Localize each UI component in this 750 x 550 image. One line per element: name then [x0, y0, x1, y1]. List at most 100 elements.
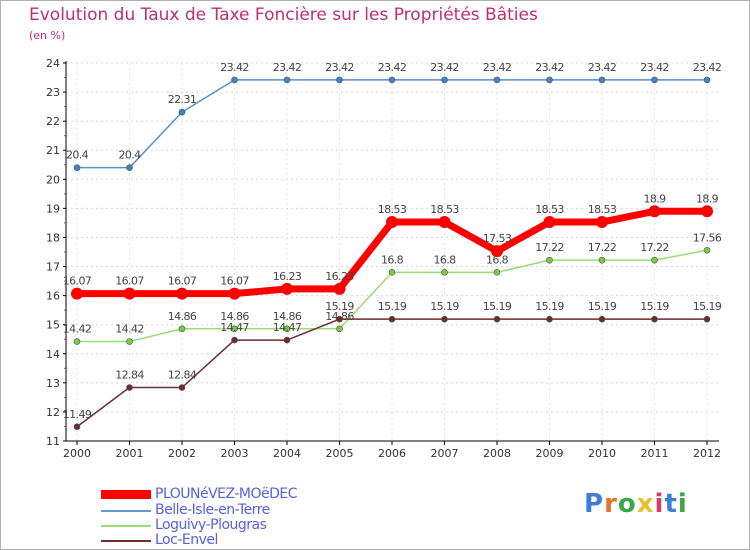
- x-tick-label: 2010: [588, 447, 616, 460]
- data-point: [283, 325, 291, 333]
- data-point: [441, 76, 448, 84]
- logo-letter: t: [664, 489, 678, 519]
- logo-letter: P: [584, 489, 605, 519]
- data-label: 23.42: [430, 61, 459, 74]
- data-point: [651, 315, 658, 323]
- data-label: 16.07: [115, 275, 144, 288]
- data-label: 18.9: [643, 192, 666, 205]
- logo-letter: i: [677, 489, 688, 519]
- y-tick-label: 22: [46, 115, 60, 128]
- data-label: 16.8: [381, 253, 404, 266]
- data-label: 15.19: [483, 300, 512, 313]
- data-label: 14.86: [220, 310, 249, 323]
- x-tick-label: 2011: [641, 447, 669, 460]
- data-label: 12.84: [115, 368, 144, 381]
- y-tick-label: 17: [46, 261, 60, 274]
- legend-swatch: [101, 525, 151, 527]
- data-label: 17.56: [693, 231, 722, 244]
- data-label: 18.53: [378, 203, 407, 216]
- x-tick-label: 2000: [63, 447, 91, 460]
- legend-swatch: [101, 510, 151, 512]
- logo-letter: r: [604, 489, 618, 519]
- logo-letter: x: [636, 489, 655, 519]
- data-point: [228, 287, 241, 300]
- data-point: [598, 256, 606, 264]
- data-label: 14.86: [273, 310, 302, 323]
- data-label: 16.07: [220, 275, 249, 288]
- data-point: [231, 336, 238, 344]
- y-tick-label: 13: [46, 377, 60, 390]
- data-point: [231, 325, 238, 333]
- data-point: [438, 216, 451, 229]
- data-label: 23.42: [640, 61, 669, 74]
- data-label: 15.19: [640, 300, 669, 313]
- data-label: 17.22: [535, 241, 564, 254]
- data-label: 14.42: [115, 323, 144, 336]
- x-tick-label: 2008: [483, 447, 511, 460]
- data-point: [493, 269, 501, 276]
- x-tick-label: 2007: [431, 447, 459, 460]
- x-tick-label: 2005: [326, 447, 354, 460]
- x-tick-label: 2002: [168, 447, 196, 460]
- data-point: [388, 269, 396, 276]
- x-tick-label: 2001: [116, 447, 144, 460]
- data-point: [336, 315, 343, 323]
- data-point: [176, 287, 188, 300]
- legend-label: Loc-Envel: [155, 532, 218, 548]
- legend-swatch: [101, 490, 151, 499]
- data-label: 20.4: [118, 149, 141, 162]
- data-label: 17.22: [588, 241, 617, 254]
- data-point: [596, 216, 608, 229]
- y-tick-label: 12: [46, 406, 60, 419]
- data-point: [126, 384, 133, 391]
- y-tick-label: 19: [46, 202, 60, 215]
- data-point: [546, 76, 553, 84]
- data-point: [73, 338, 81, 345]
- legend-label: PLOUNéVEZ-MOëDEC: [155, 486, 298, 502]
- data-label: 20.4: [66, 149, 89, 162]
- data-point: [598, 315, 606, 323]
- data-label: 17.53: [483, 232, 512, 245]
- proxiti-logo: Proxiti: [584, 489, 688, 519]
- data-point: [336, 325, 343, 333]
- data-label: 15.19: [325, 300, 354, 313]
- y-tick-label: 14: [46, 348, 60, 361]
- data-point: [281, 282, 293, 295]
- data-point: [703, 246, 711, 254]
- data-point: [546, 315, 553, 323]
- data-label: 15.19: [430, 300, 459, 313]
- data-label: 15.19: [693, 300, 722, 313]
- y-tick-label: 18: [46, 231, 60, 244]
- data-point: [283, 76, 291, 84]
- data-point: [283, 336, 291, 344]
- legend-label: Belle-Isle-en-Terre: [155, 502, 270, 518]
- data-point: [703, 76, 711, 84]
- y-tick-label: 24: [46, 57, 60, 70]
- data-point: [441, 315, 448, 323]
- data-label: 17.22: [640, 241, 669, 254]
- data-label: 16.8: [486, 253, 509, 266]
- data-point: [71, 287, 83, 300]
- data-label: 14.47: [273, 321, 302, 334]
- data-point: [178, 384, 186, 391]
- data-point: [651, 256, 658, 264]
- data-label: 15.19: [535, 300, 564, 313]
- data-point: [333, 282, 346, 295]
- y-tick-label: 11: [46, 435, 60, 448]
- x-tick-label: 2003: [221, 447, 249, 460]
- data-point: [388, 315, 396, 323]
- data-label: 23.42: [325, 61, 354, 74]
- data-label: 18.53: [535, 203, 564, 216]
- y-tick-label: 21: [46, 144, 60, 157]
- y-tick-label: 20: [46, 173, 60, 186]
- data-point: [598, 76, 606, 84]
- data-label: 18.9: [696, 192, 719, 205]
- data-label: 23.42: [535, 61, 564, 74]
- data-point: [126, 164, 133, 171]
- y-tick-label: 15: [46, 319, 60, 332]
- data-label: 16.07: [63, 275, 92, 288]
- data-label: 14.42: [63, 323, 92, 336]
- legend-swatch: [101, 540, 151, 542]
